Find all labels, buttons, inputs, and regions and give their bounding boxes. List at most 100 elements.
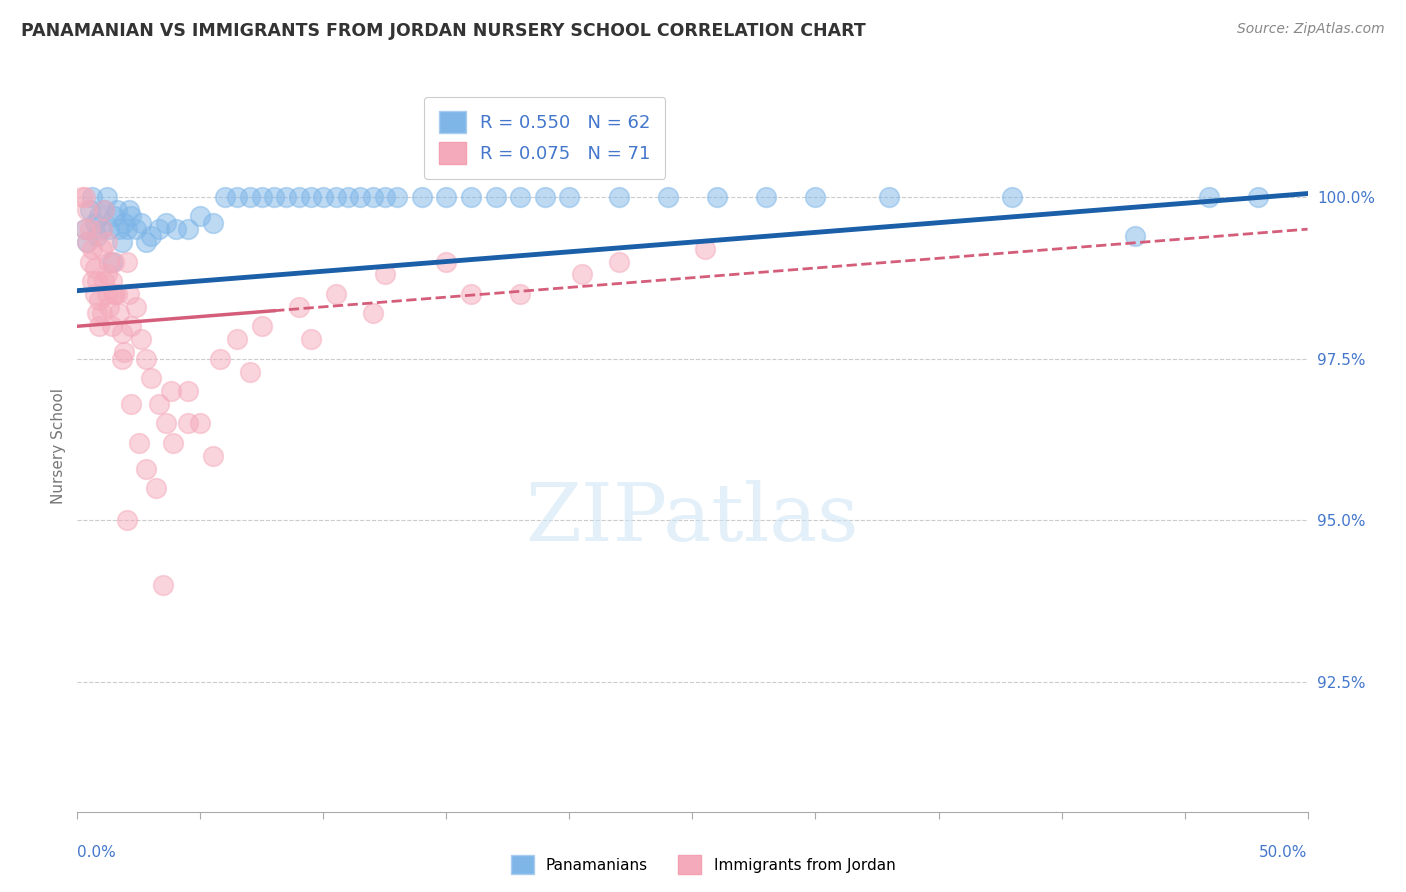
Point [155, 417, 177, 431]
Point [129, 216, 153, 230]
Point [201, 216, 224, 230]
Point [103, 209, 125, 223]
Point [755, 190, 778, 204]
Point [79, 202, 101, 217]
Point [101, 274, 124, 288]
Point [374, 268, 396, 282]
Point [90, 222, 114, 236]
Point [93, 202, 115, 217]
Point [79, 254, 101, 268]
Point [128, 435, 150, 450]
Point [93, 202, 115, 217]
Point [558, 190, 581, 204]
Point [135, 235, 157, 249]
Point [299, 332, 322, 346]
Point [121, 209, 143, 223]
Point [239, 365, 262, 379]
Point [89, 293, 111, 308]
Point [1001, 190, 1024, 204]
Point [70, 190, 93, 204]
Point [804, 190, 827, 204]
Point [361, 190, 384, 204]
Point [607, 190, 630, 204]
Point [288, 190, 311, 204]
Point [129, 332, 153, 346]
Point [165, 222, 187, 236]
Point [349, 190, 371, 204]
Point [288, 300, 311, 314]
Point [86, 306, 108, 320]
Point [86, 274, 108, 288]
Point [299, 190, 322, 204]
Point [108, 306, 131, 320]
Point [90, 222, 114, 236]
Point [111, 326, 132, 340]
Point [111, 235, 132, 249]
Point [83, 286, 105, 301]
Point [155, 216, 177, 230]
Point [135, 351, 157, 366]
Point [93, 274, 115, 288]
Point [89, 319, 111, 334]
Point [509, 286, 531, 301]
Legend: R = 0.550   N = 62, R = 0.075   N = 71: R = 0.550 N = 62, R = 0.075 N = 71 [425, 96, 665, 178]
Point [177, 384, 200, 398]
Point [374, 190, 396, 204]
Text: PANAMANIAN VS IMMIGRANTS FROM JORDAN NURSERY SCHOOL CORRELATION CHART: PANAMANIAN VS IMMIGRANTS FROM JORDAN NUR… [21, 22, 866, 40]
Point [73, 222, 96, 236]
Point [79, 222, 101, 236]
Point [96, 190, 118, 204]
Point [105, 202, 128, 217]
Point [325, 286, 347, 301]
Point [385, 190, 409, 204]
Point [121, 319, 143, 334]
Point [125, 222, 148, 236]
Point [89, 209, 111, 223]
Point [214, 190, 236, 204]
Point [879, 190, 901, 204]
Point [177, 417, 200, 431]
Point [118, 286, 141, 301]
Point [460, 286, 482, 301]
Point [83, 216, 105, 230]
Point [188, 209, 212, 223]
Point [111, 351, 132, 366]
Point [361, 306, 384, 320]
Point [188, 417, 212, 431]
Point [141, 371, 163, 385]
Point [263, 190, 285, 204]
Point [226, 190, 249, 204]
Point [250, 319, 273, 334]
Point [98, 300, 121, 314]
Point [201, 449, 224, 463]
Point [135, 461, 157, 475]
Y-axis label: Nursery School: Nursery School [51, 388, 66, 504]
Point [73, 222, 96, 236]
Point [101, 254, 124, 268]
Legend: Panamanians, Immigrants from Jordan: Panamanians, Immigrants from Jordan [505, 849, 901, 880]
Text: 50.0%: 50.0% [1260, 845, 1308, 860]
Point [162, 435, 184, 450]
Point [103, 254, 125, 268]
Point [325, 190, 347, 204]
Point [103, 286, 125, 301]
Point [460, 190, 482, 204]
Point [509, 190, 531, 204]
Point [112, 216, 135, 230]
Point [83, 260, 105, 275]
Point [115, 254, 138, 268]
Point [96, 268, 118, 282]
Text: 0.0%: 0.0% [77, 845, 117, 860]
Point [239, 190, 262, 204]
Point [657, 190, 679, 204]
Point [86, 228, 108, 243]
Point [76, 235, 98, 249]
Point [96, 286, 118, 301]
Point [411, 190, 433, 204]
Point [1247, 190, 1270, 204]
Text: ZIPatlas: ZIPatlas [526, 480, 859, 558]
Point [209, 351, 232, 366]
Point [250, 190, 273, 204]
Point [108, 222, 131, 236]
Point [82, 242, 104, 256]
